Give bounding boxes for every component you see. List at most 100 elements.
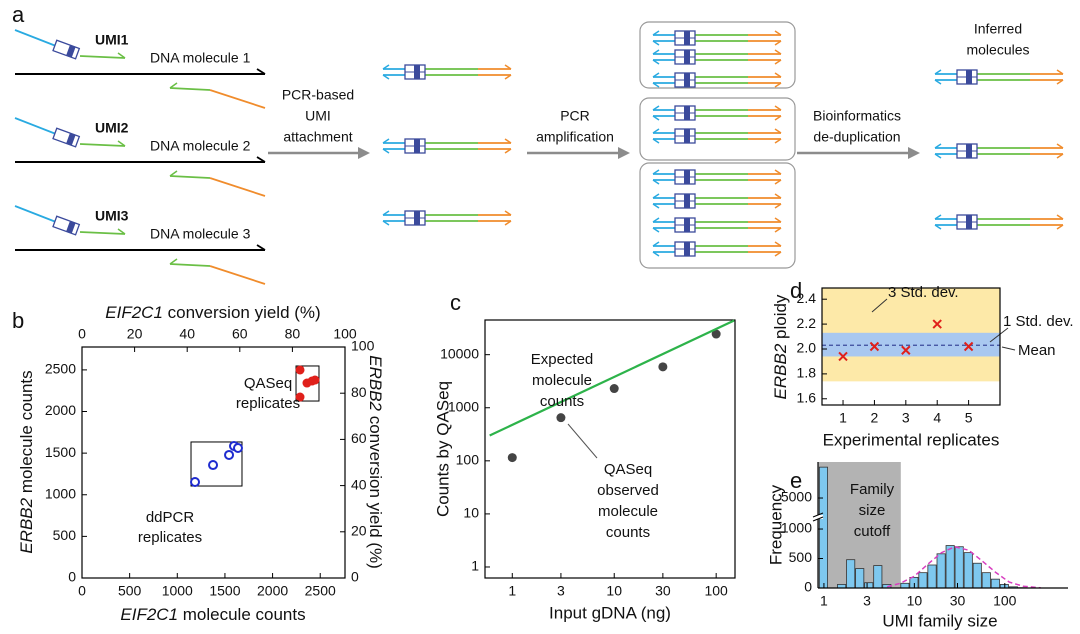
- plot-frame: [81, 346, 346, 579]
- step-label: UMI: [305, 108, 331, 124]
- series-label: molecule: [598, 503, 658, 520]
- tick-label: 100: [456, 452, 480, 468]
- italic-part: EIF2C1: [105, 303, 163, 322]
- point: [310, 375, 320, 385]
- x-axis-title: EIF2C1 molecule counts: [120, 605, 305, 624]
- tick-label: 30: [655, 583, 671, 599]
- histogram-bar: [963, 552, 973, 589]
- shade-label: Family: [850, 481, 895, 498]
- umi-tag: [52, 39, 81, 60]
- arrowhead: [908, 147, 920, 159]
- arrowhead: [117, 140, 126, 147]
- step-label: amplification: [536, 129, 614, 145]
- primer: [79, 231, 126, 235]
- series-label: replicates: [138, 529, 202, 546]
- arrowhead: [382, 220, 390, 226]
- arrowhead: [1056, 69, 1064, 75]
- tick-label: 2500: [305, 583, 336, 599]
- tick-label: 20: [127, 326, 143, 342]
- arrowhead: [774, 138, 782, 144]
- primer: [169, 87, 211, 91]
- label-part: conversion yield (%): [366, 411, 385, 569]
- arrowhead: [774, 82, 782, 88]
- tick-label: 2000: [257, 583, 288, 599]
- arrowhead: [774, 193, 782, 199]
- tick-label: 80: [285, 326, 301, 342]
- arrowhead: [652, 128, 660, 134]
- arrowhead: [1056, 143, 1064, 149]
- molecule-label: DNA molecule 1: [150, 50, 251, 66]
- tick-label: 1.8: [797, 365, 817, 381]
- tick-label: 2.0: [797, 340, 817, 356]
- step-label: PCR-based: [282, 87, 354, 103]
- point: [295, 365, 305, 375]
- tick-label: 0: [78, 583, 86, 599]
- tick-label: 1: [508, 583, 516, 599]
- arrowhead: [774, 169, 782, 175]
- primer: [169, 263, 211, 267]
- tick-label: 100: [333, 326, 357, 342]
- arrowhead: [504, 64, 512, 70]
- arrowhead: [1056, 214, 1064, 220]
- arrowhead: [256, 68, 266, 75]
- arrowhead: [774, 115, 782, 121]
- point: [932, 319, 942, 329]
- histogram-bar: [900, 582, 910, 589]
- primer: [14, 29, 57, 47]
- tick-label: 60: [351, 430, 367, 446]
- tick-label: 5000: [781, 489, 812, 505]
- arrowhead: [117, 228, 126, 235]
- tick-label: 2000: [45, 402, 76, 418]
- histogram-bar: [954, 546, 964, 589]
- point: [208, 460, 219, 471]
- point: [295, 392, 305, 402]
- primer: [79, 143, 126, 147]
- group-box: [639, 21, 796, 89]
- umi-fill: [66, 221, 76, 234]
- primer: [169, 175, 211, 179]
- panel-label: c: [450, 290, 461, 315]
- arrowhead: [504, 138, 512, 144]
- arrowhead: [934, 69, 942, 75]
- arrowhead: [934, 143, 942, 149]
- arrowhead: [382, 148, 390, 154]
- leader-line: [989, 327, 1009, 343]
- arrowhead: [504, 210, 512, 216]
- tick-label: 2.4: [797, 290, 817, 306]
- primer: [209, 89, 266, 109]
- leader-line: [1001, 346, 1016, 351]
- tick-label: 1: [839, 410, 847, 426]
- leader-line: [567, 423, 598, 459]
- series-label: molecule: [532, 372, 592, 389]
- arrowhead: [774, 72, 782, 78]
- leader-line: [871, 298, 888, 313]
- tick-label: 60: [232, 326, 248, 342]
- tick-label: 100: [993, 593, 1017, 609]
- tick-label: 10: [907, 593, 923, 609]
- label-part: molecule counts: [17, 370, 36, 498]
- arrowhead: [934, 153, 942, 159]
- arrowhead: [774, 179, 782, 185]
- step-label: Bioinformatics: [813, 108, 901, 124]
- tick-label: 1000: [448, 398, 479, 414]
- umi-tag: [52, 127, 81, 148]
- tick-label: 10000: [440, 345, 479, 361]
- tick-label: 3: [863, 593, 871, 609]
- tick-label: 4: [933, 410, 941, 426]
- umi-box: [52, 215, 81, 236]
- arrowhead: [652, 169, 660, 175]
- x-axis-title: UMI family size: [882, 611, 997, 630]
- arrowhead: [652, 193, 660, 199]
- step-label: attachment: [283, 129, 352, 145]
- arrowhead: [652, 105, 660, 111]
- histogram-bar: [818, 466, 828, 589]
- umi-tag: [52, 215, 81, 236]
- arrowhead: [652, 72, 660, 78]
- arrowhead: [358, 147, 370, 159]
- label-part: molecule counts: [178, 605, 306, 624]
- series-label: ddPCR: [146, 509, 195, 526]
- arrowhead: [652, 115, 660, 121]
- range-box: [295, 365, 320, 402]
- series-label: observed: [597, 482, 659, 499]
- plot-frame: [821, 287, 1001, 406]
